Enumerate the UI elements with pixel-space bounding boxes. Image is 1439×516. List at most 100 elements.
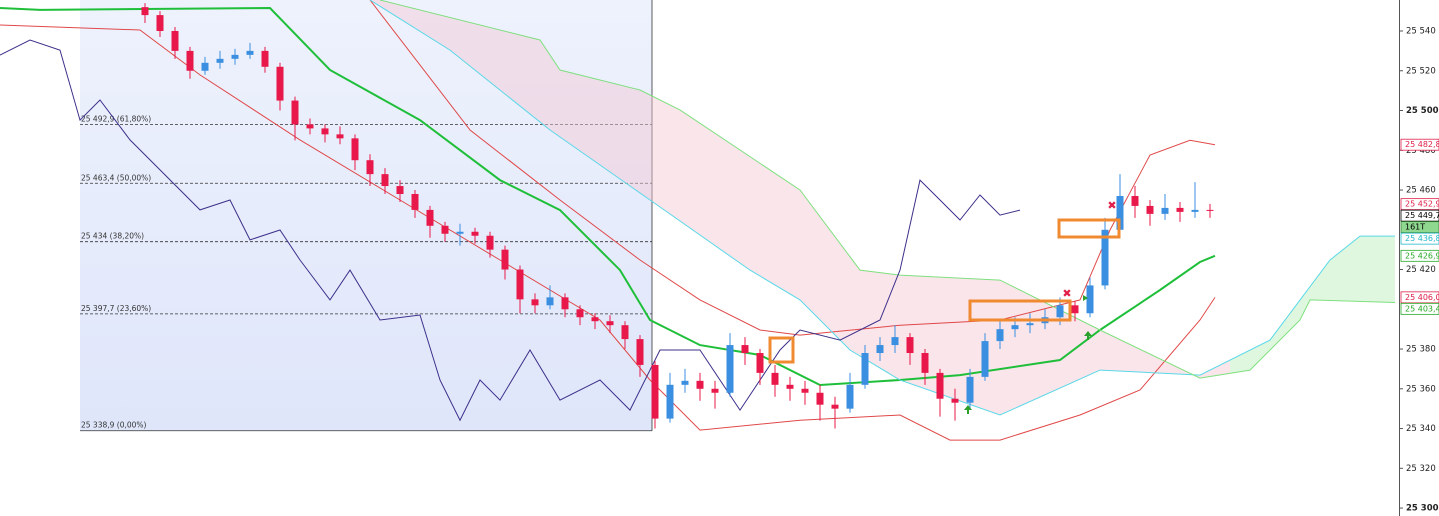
candle-body: [696, 380, 704, 389]
candle-body: [981, 341, 989, 377]
price-tag: 25 452,9: [1405, 200, 1439, 209]
y-tick-label: 25 480: [1406, 146, 1436, 156]
price-tag-box: [1400, 209, 1439, 222]
fib-label: 25 492,9 (61,80%): [81, 115, 151, 124]
highlight-box: [1057, 218, 1121, 239]
candle-body: [1146, 205, 1154, 214]
candle-body: [156, 15, 164, 32]
candle-body: [1071, 305, 1079, 314]
candle-body: [1191, 209, 1199, 212]
candle-body: [561, 297, 569, 310]
candle-body: [471, 231, 479, 236]
price-tag: 25 406,0: [1405, 293, 1439, 302]
candle-body: [576, 309, 584, 318]
candle-body: [306, 124, 314, 129]
candle-body: [1086, 285, 1094, 314]
candle-layer: [141, 3, 1214, 429]
price-tag-box: [1400, 249, 1439, 262]
candle-body: [1026, 323, 1034, 326]
candle-body: [936, 372, 944, 399]
candle-body: [816, 392, 824, 405]
candle-body: [516, 269, 524, 300]
fib-label: 25 463,4 (50,00%): [81, 173, 151, 182]
candle-body: [831, 404, 839, 409]
candle-body: [606, 321, 614, 326]
timer-tag-box: [1400, 221, 1439, 234]
y-tick-label: 25 360: [1406, 384, 1436, 394]
candle-body: [501, 249, 509, 270]
candle-body: [546, 297, 554, 306]
indicator-line: [369, 0, 1395, 416]
fib-label: 25 397,7 (23,60%): [81, 304, 151, 313]
candle-body: [666, 384, 674, 419]
candle-body: [786, 384, 794, 389]
candle-body: [726, 345, 734, 393]
candle-body: [801, 388, 809, 393]
price-tag-box: [1400, 232, 1439, 245]
candle-body: [531, 299, 539, 306]
candle-body: [486, 235, 494, 250]
candle-body: [891, 337, 899, 346]
y-tick-label: 25 540: [1406, 27, 1436, 37]
candle-body: [681, 380, 689, 385]
candle-body: [951, 398, 959, 403]
y-tick-label: 25 320: [1406, 464, 1436, 474]
highlight-box: [768, 336, 795, 364]
price-tag-box: [1400, 291, 1439, 304]
candle-body: [291, 100, 299, 125]
candle-body: [711, 388, 719, 393]
price-tag-box: [1400, 138, 1439, 151]
sell-marker: ✖: [1107, 199, 1116, 212]
candle-body: [276, 66, 284, 101]
indicator-line: [379, 0, 1396, 379]
candle-body: [216, 58, 224, 63]
candle-body: [231, 54, 239, 59]
candle-body: [861, 353, 869, 385]
candle-body: [1161, 207, 1169, 214]
buy-marker: [1083, 295, 1088, 301]
y-tick-label: 25 460: [1406, 186, 1436, 196]
candle-body: [411, 193, 419, 210]
fib-region: [80, 0, 652, 431]
fib-label: 25 338,9 (0,00%): [81, 421, 147, 430]
candle-body: [921, 353, 929, 373]
candle-body: [876, 345, 884, 354]
candle-body: [591, 317, 599, 322]
fib-label: 25 434 (38,20%): [81, 232, 144, 241]
candle-body: [1101, 229, 1109, 286]
candle-body: [366, 160, 374, 175]
candle-body: [621, 325, 629, 340]
candle-body: [201, 62, 209, 71]
indicator-line: [0, 24, 1216, 441]
y-tick-label: 25 500: [1406, 106, 1439, 116]
y-tick-label: 25 380: [1406, 345, 1436, 355]
candle-body: [741, 345, 749, 354]
candle-body: [186, 50, 194, 71]
candle-body: [141, 7, 149, 16]
annotation-layer: ✖ ✖: [768, 199, 1121, 414]
candle-body: [906, 337, 914, 354]
candle-body: [1206, 209, 1214, 211]
buy-marker: [1084, 331, 1092, 340]
candle-body: [756, 353, 764, 373]
candle-body: [651, 364, 659, 419]
candle-body: [321, 128, 329, 135]
price-axis: 25 540 25 520 25 500 25 480 25 460 25 420 25 3…: [1399, 0, 1439, 516]
candle-body: [171, 31, 179, 51]
buy-marker: [964, 405, 972, 414]
y-tick-label: 25 340: [1406, 424, 1436, 434]
price-tag: 25 426,9: [1405, 251, 1439, 260]
candle-body: [456, 231, 464, 234]
candle-body: [426, 209, 434, 226]
sell-marker: ✖: [1062, 287, 1071, 300]
candle-body: [246, 50, 254, 55]
candle-body: [396, 186, 404, 194]
indicator-layer: [0, 0, 1396, 441]
background-layer: 25 492,9 (61,80%) 25 463,4 (50,00%) 25 434…: [80, 0, 653, 432]
candle-body: [1131, 195, 1139, 206]
y-tick-label: 25 420: [1406, 265, 1436, 275]
price-tag-box: [1400, 198, 1439, 211]
candle-body: [636, 339, 644, 365]
price-tag: 25 403,4: [1405, 304, 1439, 313]
candle-body: [336, 134, 344, 139]
